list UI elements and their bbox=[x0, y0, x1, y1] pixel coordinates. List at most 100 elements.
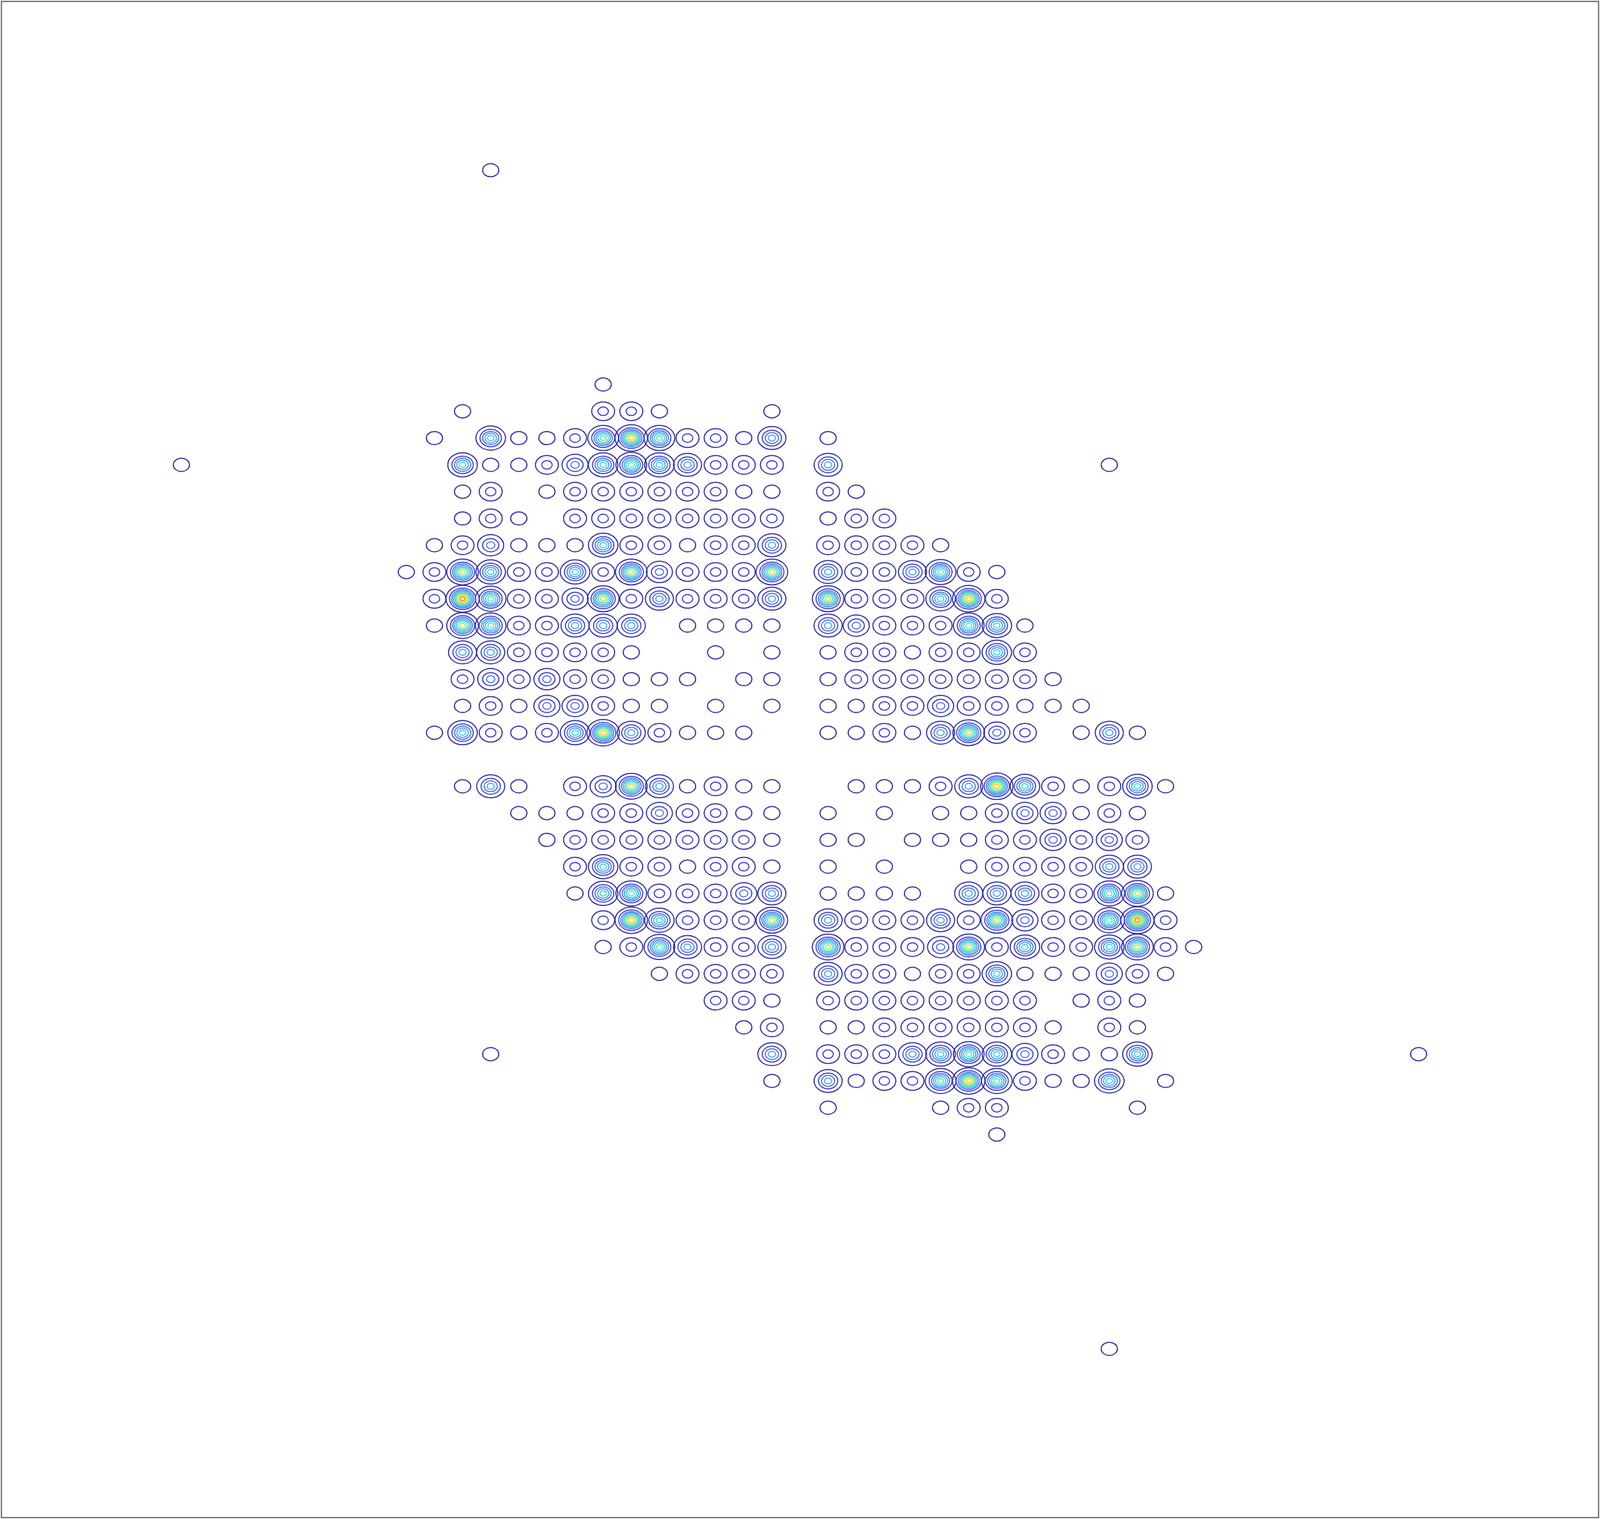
contour-ring bbox=[454, 699, 471, 713]
contour-ring bbox=[878, 942, 890, 952]
contour-ring bbox=[569, 674, 581, 684]
contour-ring bbox=[596, 620, 611, 631]
contour-ring bbox=[535, 455, 559, 474]
contour-ring bbox=[988, 913, 1005, 928]
contour-ring bbox=[962, 941, 975, 953]
contour-ring bbox=[929, 1018, 953, 1037]
contour-ring bbox=[821, 566, 835, 578]
contour-ring bbox=[964, 595, 973, 603]
contour-ring bbox=[621, 724, 641, 741]
contour-ring bbox=[624, 458, 639, 471]
contour-ring bbox=[477, 534, 505, 557]
contour-ring bbox=[646, 802, 673, 824]
contour-ring bbox=[479, 482, 503, 501]
contour-ring bbox=[819, 431, 837, 446]
contour-ring bbox=[1093, 881, 1125, 906]
contour-ring bbox=[957, 615, 980, 635]
contour-ring bbox=[991, 1023, 1002, 1032]
contour-ring bbox=[592, 455, 614, 474]
contour-ring bbox=[598, 567, 609, 576]
contour-ring bbox=[1132, 942, 1143, 951]
contour-ring bbox=[929, 964, 953, 983]
contour-ring bbox=[956, 1070, 982, 1092]
contour-ring bbox=[679, 672, 696, 687]
contour-ring bbox=[591, 509, 615, 528]
contour-ring bbox=[878, 701, 890, 711]
contour-ring bbox=[561, 454, 589, 476]
contour-ring bbox=[507, 562, 530, 581]
contour-ring bbox=[1010, 935, 1041, 960]
contour-ring bbox=[1102, 861, 1117, 872]
contour-ring bbox=[676, 964, 700, 983]
contour-ring bbox=[647, 509, 671, 528]
contour-ring bbox=[1130, 888, 1144, 899]
contour-ring bbox=[957, 1018, 980, 1037]
contour-ring bbox=[844, 509, 868, 528]
contour-ring bbox=[1073, 806, 1090, 820]
contour-ring bbox=[822, 487, 834, 496]
contour-ring bbox=[569, 514, 581, 523]
contour-ring bbox=[625, 541, 637, 550]
contour-ring bbox=[991, 1076, 1002, 1086]
contour-ring bbox=[600, 730, 606, 735]
contour-ring bbox=[933, 727, 948, 739]
contour-ring bbox=[628, 435, 634, 441]
contour-ring bbox=[933, 914, 948, 926]
contour-ring bbox=[990, 915, 1004, 926]
contour-ring bbox=[736, 1020, 753, 1034]
contour-ring bbox=[1020, 809, 1029, 818]
contour-ring bbox=[1125, 883, 1150, 904]
contour-ring bbox=[991, 701, 1002, 711]
contour-ring bbox=[476, 775, 505, 798]
contour-ring bbox=[1131, 781, 1143, 791]
contour-ring bbox=[821, 968, 835, 980]
contour-ring bbox=[819, 592, 837, 606]
contour-ring bbox=[1160, 942, 1172, 952]
contour-ring bbox=[991, 996, 1002, 1005]
contour-ring bbox=[844, 1044, 868, 1064]
contour-ring bbox=[736, 726, 753, 740]
contour-ring bbox=[986, 616, 1008, 635]
contour-ring bbox=[480, 778, 500, 795]
contour-ring bbox=[963, 567, 975, 576]
contour-ring bbox=[816, 588, 841, 609]
contour-ring bbox=[935, 782, 946, 791]
contour-ring bbox=[676, 428, 700, 448]
contour-ring bbox=[962, 888, 976, 899]
contour-ring bbox=[738, 915, 750, 925]
contour-ring bbox=[768, 542, 776, 549]
contour-ring bbox=[651, 913, 668, 928]
contour-ring bbox=[457, 541, 468, 550]
contour-ring bbox=[676, 883, 700, 903]
contour-ring bbox=[681, 567, 693, 576]
contour-ring bbox=[597, 727, 610, 738]
contour-ring bbox=[598, 594, 608, 603]
contour-ring bbox=[963, 674, 975, 684]
contour-ring bbox=[963, 1049, 975, 1059]
contour-ring bbox=[704, 830, 727, 850]
contour-ring bbox=[959, 617, 978, 633]
contour-ring bbox=[569, 835, 581, 845]
contour-ring bbox=[994, 918, 1000, 923]
contour-ring bbox=[987, 885, 1007, 901]
contour-ring bbox=[966, 730, 972, 735]
contour-ring bbox=[1124, 909, 1151, 931]
contour-ring bbox=[898, 560, 927, 584]
contour-ring bbox=[454, 618, 471, 633]
contour-ring bbox=[454, 592, 471, 606]
contour-ring bbox=[904, 779, 921, 793]
contour-ring bbox=[907, 996, 919, 1005]
contour-ring bbox=[1019, 728, 1031, 737]
contour-ring bbox=[758, 534, 787, 557]
contour-ring bbox=[992, 729, 1002, 737]
contour-ring bbox=[963, 915, 975, 925]
contour-ring bbox=[1122, 774, 1153, 799]
contour-ring bbox=[1101, 833, 1118, 847]
contour-ring bbox=[595, 940, 612, 954]
contour-ring bbox=[588, 881, 618, 906]
contour-ring bbox=[1095, 855, 1124, 879]
contour-ring bbox=[173, 457, 190, 472]
contour-ring bbox=[766, 514, 778, 523]
contour-ring bbox=[732, 509, 756, 528]
contour-ring bbox=[818, 938, 839, 956]
